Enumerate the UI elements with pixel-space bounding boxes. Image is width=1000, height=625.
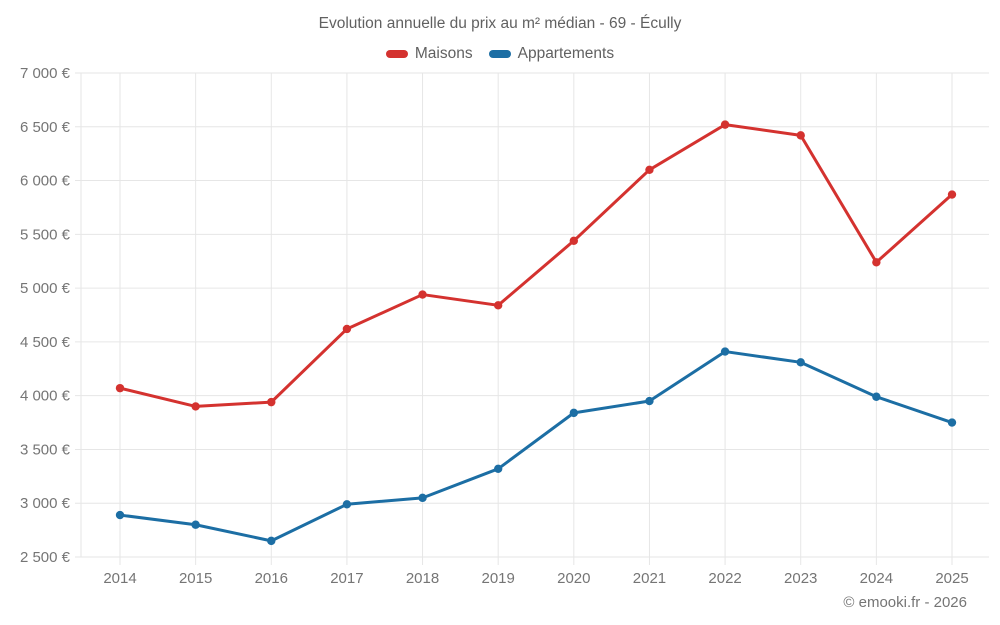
maisons-point-2014[interactable] bbox=[115, 383, 125, 393]
x-tick-label: 2016 bbox=[255, 570, 288, 587]
y-tick-label: 2 500 € bbox=[20, 549, 71, 566]
y-tick-label: 5 500 € bbox=[20, 226, 71, 243]
appartements-point-2022[interactable] bbox=[720, 347, 730, 356]
maisons-point-2019[interactable] bbox=[493, 301, 503, 310]
maisons-swatch-icon bbox=[385, 50, 408, 58]
legend-item-appartements[interactable]: Appartements bbox=[488, 45, 615, 63]
copyright-text: © emooki.fr - 2026 bbox=[843, 594, 967, 611]
legend-label-maisons: Maisons bbox=[414, 45, 473, 62]
appartements-point-2020[interactable] bbox=[569, 408, 579, 418]
maisons-point-2017[interactable] bbox=[342, 324, 352, 334]
maisons-point-2020[interactable] bbox=[569, 236, 579, 245]
appartements-point-2025[interactable] bbox=[947, 418, 957, 427]
x-tick-label: 2018 bbox=[406, 570, 439, 587]
maisons-point-2016[interactable] bbox=[267, 397, 276, 407]
x-tick-label: 2021 bbox=[633, 570, 666, 587]
appartements-point-2024[interactable] bbox=[872, 392, 881, 401]
y-tick-label: 4 000 € bbox=[20, 388, 71, 405]
appartements-point-2023[interactable] bbox=[796, 358, 805, 367]
maisons-point-2022[interactable] bbox=[720, 120, 730, 129]
appartements-point-2021[interactable] bbox=[645, 396, 654, 406]
y-tick-label: 3 500 € bbox=[20, 441, 71, 458]
y-tick-label: 4 500 € bbox=[20, 334, 71, 351]
x-tick-label: 2024 bbox=[860, 570, 893, 587]
maisons-point-2018[interactable] bbox=[418, 290, 427, 299]
maisons-point-2015[interactable] bbox=[191, 402, 200, 411]
x-tick-label: 2019 bbox=[481, 570, 514, 587]
maisons-point-2024[interactable] bbox=[872, 258, 881, 267]
y-tick-label: 5 000 € bbox=[20, 280, 71, 297]
x-tick-label: 2025 bbox=[935, 570, 968, 587]
appartements-point-2014[interactable] bbox=[115, 510, 125, 520]
maisons-line bbox=[118, 123, 954, 408]
x-tick-label: 2015 bbox=[179, 570, 212, 587]
x-tick-label: 2014 bbox=[103, 570, 136, 587]
legend-label-appartements: Appartements bbox=[517, 45, 615, 62]
appartements-swatch-icon bbox=[488, 50, 511, 58]
appartements-line bbox=[118, 350, 954, 543]
x-tick-label: 2023 bbox=[784, 570, 817, 587]
maisons-point-2021[interactable] bbox=[645, 165, 654, 174]
chart-title: Evolution annuelle du prix au m² médian … bbox=[318, 15, 682, 32]
y-tick-label: 6 500 € bbox=[20, 119, 71, 136]
legend-item-maisons[interactable]: Maisons bbox=[385, 45, 473, 63]
appartements-point-2019[interactable] bbox=[493, 464, 503, 474]
y-tick-label: 6 000 € bbox=[20, 173, 71, 190]
y-tick-label: 7 000 € bbox=[20, 65, 71, 82]
y-tick-label: 3 000 € bbox=[20, 495, 71, 512]
maisons-point-2023[interactable] bbox=[796, 131, 805, 140]
chart-legend: Maisons Appartements bbox=[0, 45, 1000, 63]
appartements-point-2016[interactable] bbox=[267, 536, 276, 546]
appartements-point-2017[interactable] bbox=[342, 500, 352, 509]
appartements-point-2015[interactable] bbox=[191, 520, 200, 529]
x-tick-label: 2020 bbox=[557, 570, 590, 587]
x-tick-label: 2022 bbox=[708, 570, 741, 587]
appartements-point-2018[interactable] bbox=[418, 493, 427, 503]
x-tick-label: 2017 bbox=[330, 570, 363, 587]
maisons-point-2025[interactable] bbox=[947, 190, 957, 199]
